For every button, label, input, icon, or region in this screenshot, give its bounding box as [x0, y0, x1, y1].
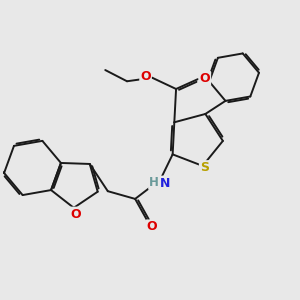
- Text: O: O: [70, 208, 81, 220]
- Text: O: O: [140, 70, 151, 83]
- Text: O: O: [200, 72, 210, 85]
- Text: O: O: [147, 220, 157, 233]
- Text: N: N: [159, 177, 170, 190]
- Text: H: H: [149, 176, 159, 189]
- Text: S: S: [200, 161, 209, 174]
